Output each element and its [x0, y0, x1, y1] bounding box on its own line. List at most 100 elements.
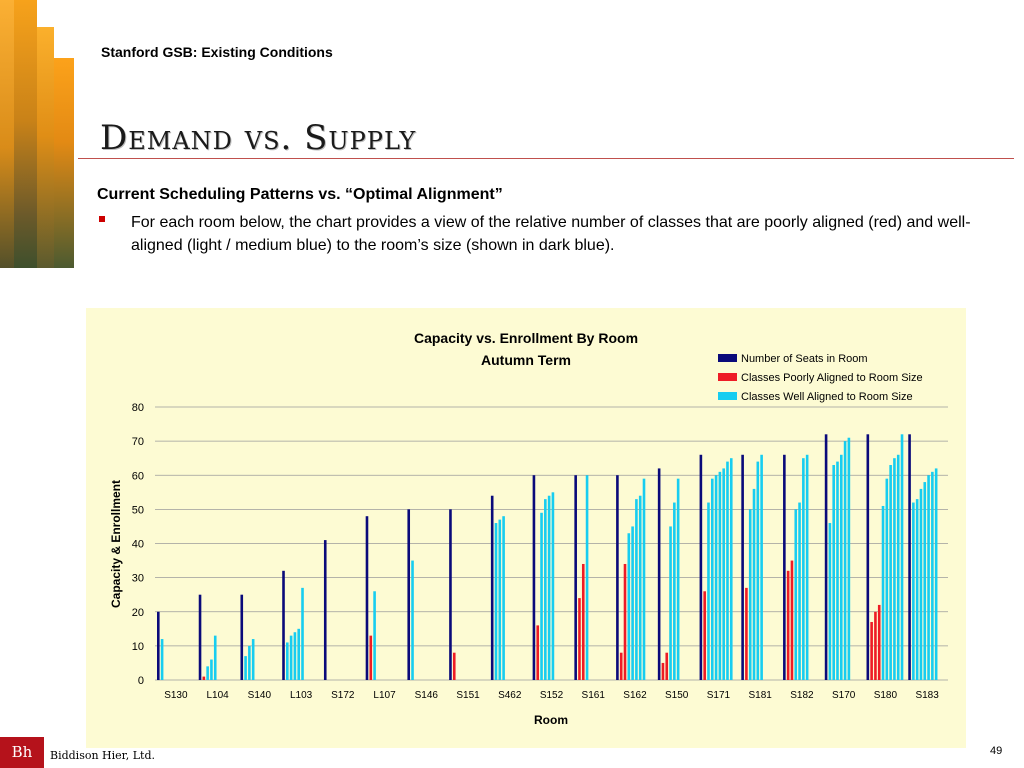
bar-well-aligned-s182: [805, 454, 809, 680]
y-tick-label: 0: [138, 675, 144, 687]
x-tick-label: S182: [790, 690, 814, 701]
chart-title: Capacity vs. Enrollment By Room: [414, 330, 638, 346]
bar-well-aligned-s180: [900, 434, 904, 680]
page-title: Demand vs. Supply: [100, 118, 417, 158]
bar-poorly-aligned-l107: [369, 635, 373, 680]
bar-seats-s146: [407, 509, 411, 680]
bar-well-aligned-s171: [707, 502, 710, 680]
x-tick-label: S170: [832, 690, 856, 701]
x-tick-label: S172: [331, 690, 355, 701]
bar-well-aligned-s182: [798, 502, 801, 680]
bar-seats-s161: [574, 475, 577, 680]
y-axis-title: Capacity & Enrollment: [109, 480, 123, 608]
bar-poorly-aligned-s181: [745, 587, 748, 680]
bar-well-aligned-s171: [729, 458, 733, 680]
bar-well-aligned-s182: [802, 458, 805, 680]
legend-well-aligned-label: Classes Well Aligned to Room Size: [741, 391, 913, 403]
bar-poorly-aligned-s161: [581, 563, 585, 680]
bar-well-aligned-s152: [544, 499, 547, 680]
x-tick-label: L107: [373, 690, 396, 701]
bar-seats-s130: [157, 611, 160, 680]
bar-seats-l104: [198, 594, 202, 680]
bar-seats-s172: [323, 540, 327, 680]
bar-poorly-aligned-s182: [790, 560, 794, 680]
bar-well-aligned-s170: [832, 465, 835, 680]
bar-poorly-aligned-s150: [665, 652, 669, 680]
bar-well-aligned-s183: [934, 468, 938, 680]
bar-well-aligned-s140: [251, 639, 255, 680]
bar-well-aligned-s170: [847, 437, 851, 680]
x-tick-label: S462: [498, 690, 522, 701]
bar-well-aligned-s140: [244, 656, 247, 680]
x-tick-label: S152: [540, 690, 564, 701]
chart-subtitle: Autumn Term: [481, 352, 571, 368]
bar-poorly-aligned-s150: [661, 662, 665, 680]
y-tick-label: 10: [132, 641, 144, 653]
bar-well-aligned-s180: [881, 505, 885, 680]
x-tick-label: S150: [665, 690, 689, 701]
bar-well-aligned-l104: [213, 635, 217, 680]
bar-poorly-aligned-s161: [578, 598, 581, 680]
x-tick-label: S151: [456, 690, 480, 701]
bar-seats-l103: [282, 570, 285, 680]
bar-seats-s181: [741, 454, 744, 680]
company-logo: Bh: [0, 737, 44, 768]
y-tick-label: 30: [132, 573, 144, 585]
bar-well-aligned-s171: [722, 468, 725, 680]
decorative-gradient-bars: [0, 0, 74, 268]
page-number: 49: [990, 745, 1003, 757]
bar-well-aligned-s140: [248, 645, 251, 680]
bar-poorly-aligned-s171: [703, 591, 706, 680]
bar-well-aligned-l103: [289, 635, 293, 680]
bar-well-aligned-s180: [893, 458, 896, 680]
y-tick-label: 50: [132, 504, 144, 516]
legend-poorly-aligned-label: Classes Poorly Aligned to Room Size: [741, 372, 923, 384]
bar-well-aligned-s146: [411, 560, 414, 680]
bar-seats-s182: [783, 454, 786, 680]
bar-poorly-aligned-s180: [877, 604, 881, 680]
bar-seats-s462: [490, 495, 494, 680]
bar-well-aligned-l104: [206, 666, 209, 680]
legend-seats-swatch: [718, 354, 737, 362]
bar-well-aligned-s181: [760, 454, 763, 680]
bar-well-aligned-s171: [710, 478, 714, 680]
bar-well-aligned-s171: [718, 471, 722, 680]
bar-seats-s170: [824, 434, 828, 680]
y-tick-label: 20: [132, 607, 144, 619]
bar-seats-s171: [699, 454, 703, 680]
bar-poorly-aligned-s162: [623, 563, 627, 680]
chart-panel: Capacity vs. Enrollment By Room Autumn Te…: [86, 308, 966, 748]
bar-well-aligned-s152: [540, 512, 543, 680]
bar-well-aligned-s161: [585, 475, 589, 680]
bar-seats-s183: [908, 434, 911, 680]
bar-well-aligned-s183: [923, 482, 927, 680]
x-tick-label: S183: [915, 690, 939, 701]
x-tick-label: S171: [707, 690, 731, 701]
bar-seats-s152: [532, 475, 536, 680]
bar-well-aligned-s162: [642, 478, 646, 680]
bar-well-aligned-l103: [286, 642, 289, 680]
bar-well-aligned-s183: [931, 471, 934, 680]
x-tick-label: S161: [582, 690, 606, 701]
y-tick-label: 80: [132, 402, 144, 414]
bar-poorly-aligned-s182: [786, 570, 790, 680]
bar-seats-l107: [365, 516, 369, 680]
x-axis-title: Room: [534, 713, 568, 727]
bar-well-aligned-s152: [547, 495, 551, 680]
bar-well-aligned-s171: [714, 475, 718, 680]
bar-well-aligned-s150: [673, 502, 676, 680]
bar-seats-s150: [657, 468, 661, 680]
x-tick-label: S146: [415, 690, 439, 701]
bar-well-aligned-s162: [627, 533, 631, 680]
bar-seats-s180: [866, 434, 870, 680]
bar-well-aligned-s162: [631, 526, 634, 680]
bar-well-aligned-s162: [638, 495, 642, 680]
bar-well-aligned-s150: [669, 526, 672, 680]
bar-well-aligned-s170: [828, 523, 832, 680]
bar-well-aligned-s180: [889, 465, 892, 680]
bar-well-aligned-s181: [748, 509, 752, 680]
subheading: Current Scheduling Patterns vs. “Optimal…: [97, 186, 503, 203]
bullet-marker: [99, 216, 105, 222]
legend-seats-label: Number of Seats in Room: [741, 353, 868, 365]
bar-seats-s140: [240, 594, 244, 680]
